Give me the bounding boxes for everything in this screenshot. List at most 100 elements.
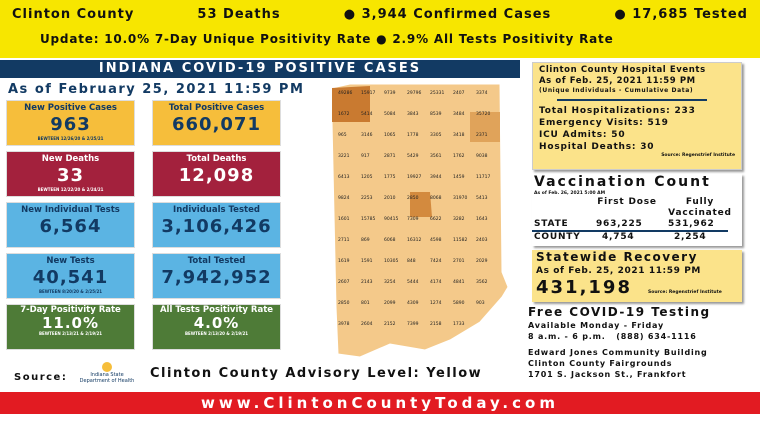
card-title: New Positive Cases [24, 103, 117, 113]
county-case-label: 2604 [361, 321, 373, 327]
county-case-label: 5444 [407, 279, 419, 285]
emergency-visits: Emergency Visits: 519 [539, 118, 669, 128]
stat-card: Total Deaths 12,098 [152, 151, 281, 197]
county-case-label: 2010 [384, 195, 396, 201]
county-tested: ● 17,685 Tested [614, 7, 748, 22]
hospital-title: Clinton County Hospital Events [539, 65, 706, 75]
county-case-label: 35720 [476, 111, 490, 117]
recovery-as-of: As of Feb. 25, 2021 11:59 PM [536, 266, 701, 276]
county-case-label: 2253 [361, 195, 373, 201]
stat-card: 7-Day Positivity Rate 11.0% BEWTEEN 2/13/2… [6, 304, 135, 350]
col-fully-vaccinated: Fully Vaccinated [668, 197, 732, 218]
county-case-label: 848 [407, 258, 416, 264]
total-hospitalizations: Total Hospitalizations: 233 [539, 106, 696, 116]
county-case-label: 3418 [453, 132, 465, 138]
card-title: Total Deaths [186, 154, 247, 164]
card-value: 7,942,952 [161, 267, 272, 288]
county-case-label: 2701 [453, 258, 465, 264]
col-first-dose: First Dose [597, 197, 657, 207]
testing-title: Free COVID-19 Testing [528, 305, 711, 319]
website-link[interactable]: www.ClintonCountyToday.com [0, 392, 760, 414]
hospital-note: (Unique Individuals - Cumulative Data) [539, 87, 694, 94]
county-label: COUNTY [534, 232, 581, 242]
card-title: Total Positive Cases [168, 103, 265, 113]
county-case-label: 15785 [361, 216, 375, 222]
county-case-label: 965 [338, 132, 347, 138]
county-case-label: 3944 [430, 174, 442, 180]
county-case-label: 7399 [407, 321, 419, 327]
county-deaths: 53 Deaths [197, 7, 281, 22]
card-value: 33 [56, 165, 85, 186]
county-case-label: 917 [361, 153, 370, 159]
testing-location: Edward Jones Community Building [528, 348, 708, 357]
card-value: 963 [50, 114, 91, 135]
county-fully: 2,254 [674, 232, 707, 242]
county-case-label: 1274 [430, 300, 442, 306]
testing-address: 1701 S. Jackson St., Frankfort [528, 370, 687, 379]
recovery-value: 431,198 [536, 277, 632, 298]
card-date-range: BEWTEEN 2/13/20 & 2/19/21 [184, 331, 249, 336]
hospital-events-panel: Clinton County Hospital Events As of Feb… [532, 62, 742, 170]
stat-card: All Tests Positivity Rate 4.0% BEWTEEN 2/1… [152, 304, 281, 350]
county-case-label: 6622 [430, 216, 442, 222]
county-case-label: 1643 [476, 216, 488, 222]
county-case-label: 31970 [453, 195, 467, 201]
county-case-label: 16312 [407, 237, 421, 243]
card-value: 11.0% [41, 314, 100, 332]
testing-days: Available Monday - Friday [528, 321, 664, 330]
county-case-label: 3221 [338, 153, 350, 159]
county-case-label: 2850 [407, 195, 419, 201]
isdh-logo: Indiana State Department of Health [72, 362, 142, 388]
recovery-panel: Statewide Recovery As of Feb. 25, 2021 1… [532, 250, 742, 302]
county-case-label: 19927 [407, 174, 421, 180]
county-case-label: 3146 [361, 132, 373, 138]
county-case-label: 2152 [384, 321, 396, 327]
card-title: Total Tested [187, 256, 246, 266]
county-case-label: 2871 [384, 153, 396, 159]
county-case-label: 903 [476, 300, 485, 306]
testing-hours-phone: 8 a.m. - 6 p.m. (888) 634-1116 [528, 332, 697, 341]
card-value: 12,098 [178, 165, 255, 186]
county-name: Clinton County [12, 7, 135, 22]
county-case-label: 1065 [384, 132, 396, 138]
county-case-label: 11717 [476, 174, 490, 180]
county-case-label: 4841 [453, 279, 465, 285]
county-case-label: 801 [361, 300, 370, 306]
testing-venue: Clinton County Fairgrounds [528, 359, 673, 368]
county-case-label: 2711 [338, 237, 350, 243]
state-label: STATE [534, 219, 569, 229]
county-case-label: 3484 [453, 111, 465, 117]
county-case-label: 5890 [453, 300, 465, 306]
card-value: 3,106,426 [161, 216, 272, 237]
stat-card: New Individual Tests 6,564 [6, 202, 135, 248]
county-case-label: 15917 [361, 90, 375, 96]
stat-card: Individuals Tested 3,106,426 [152, 202, 281, 248]
card-title: New Individual Tests [21, 205, 120, 215]
county-case-label: 3282 [453, 216, 465, 222]
state-first-dose: 963,225 [596, 219, 643, 229]
county-case-label: 49286 [338, 90, 352, 96]
county-case-label: 1205 [361, 174, 373, 180]
county-case-label: 3305 [430, 132, 442, 138]
county-case-label: 5084 [384, 111, 396, 117]
county-case-label: 3254 [384, 279, 396, 285]
stat-card: New Tests 40,541 BEWTEEN 8/20/20 & 2/25/21 [6, 253, 135, 299]
card-title: Individuals Tested [173, 205, 260, 215]
icu-admits: ICU Admits: 50 [539, 130, 626, 140]
card-title: 7-Day Positivity Rate [20, 305, 121, 315]
county-case-label: 1733 [453, 321, 465, 327]
stat-card: Total Positive Cases 660,071 [152, 100, 281, 146]
county-case-label: 25331 [430, 90, 444, 96]
hospital-as-of: As of Feb. 25, 2021 11:59 PM [539, 76, 696, 86]
card-title: All Tests Positivity Rate [159, 305, 274, 315]
card-title: New Deaths [41, 154, 100, 164]
county-case-label: 90415 [384, 216, 398, 222]
county-case-label: 2099 [384, 300, 396, 306]
county-case-label: 5413 [476, 195, 488, 201]
county-case-label: 7424 [430, 258, 442, 264]
county-case-label: 1778 [407, 132, 419, 138]
county-confirmed: ● 3,944 Confirmed Cases [343, 7, 552, 22]
county-case-label: 2850 [338, 300, 350, 306]
county-case-label: 1762 [453, 153, 465, 159]
update-line: Update: 10.0% 7-Day Unique Positivity Ra… [40, 32, 614, 46]
